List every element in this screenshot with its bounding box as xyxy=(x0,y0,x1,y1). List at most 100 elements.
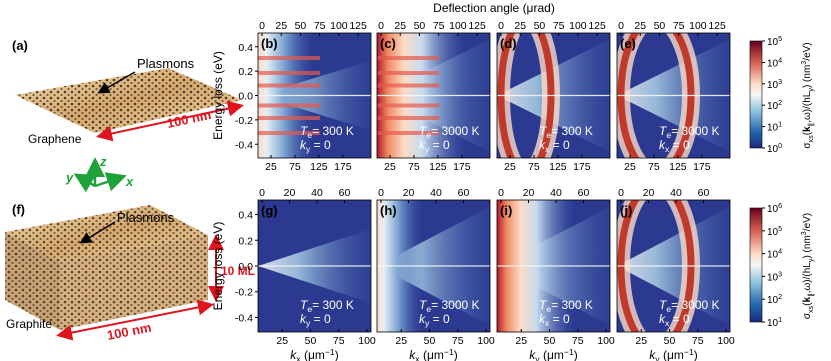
text-part: 10 xyxy=(767,37,779,48)
text-part: (μm xyxy=(301,348,325,361)
top-tick-label: 40 xyxy=(670,187,682,199)
text-part: e xyxy=(546,130,551,140)
top-tick-label: 50 xyxy=(654,20,666,32)
y-tick-label: -0.4 xyxy=(235,312,253,324)
top-tick-label: 40 xyxy=(311,187,323,199)
text-part: 10 xyxy=(767,101,779,112)
colorbar-tick-label: 100 xyxy=(767,141,782,155)
panel-label: (b) xyxy=(261,36,278,51)
bottom-tick-label: 75 xyxy=(333,335,345,347)
text-part: xs xyxy=(806,135,815,143)
y-axis-label: Energy loss (eV) xyxy=(211,222,225,311)
direction-label: ky = 0 xyxy=(419,138,450,154)
text-part: T xyxy=(539,124,548,138)
text-part: k xyxy=(649,348,656,361)
text-part: x xyxy=(545,144,550,154)
material-label: Graphite xyxy=(6,317,52,331)
bottom-tick-label: 75 xyxy=(572,335,584,347)
text-part: e xyxy=(426,304,431,314)
text-part: = 0 xyxy=(310,312,331,326)
text-part: = 3000 K xyxy=(671,124,719,138)
text-part: 10 xyxy=(767,80,779,91)
bottom-tick-label: 50 xyxy=(664,335,676,347)
text-part: k xyxy=(290,348,297,361)
axis-letter: x xyxy=(125,174,134,189)
text-part: T xyxy=(659,298,668,312)
text-part: = 3000 K xyxy=(671,298,719,312)
colorbar-tick-label: 105 xyxy=(767,224,782,238)
text-part: = 0 xyxy=(549,312,570,326)
panel-frame xyxy=(496,32,611,159)
direction-label: ky = 0 xyxy=(300,312,331,328)
bottom-tick-label: 25 xyxy=(265,161,277,173)
top-tick-label: 20 xyxy=(523,187,535,199)
text-part: k xyxy=(539,312,546,326)
text-part: k xyxy=(300,312,307,326)
top-tick-label: 20 xyxy=(403,187,415,199)
temperature-label: Te= 300 K xyxy=(300,298,354,314)
text-part: 3 xyxy=(799,231,808,235)
panel-label: (a) xyxy=(12,38,28,53)
text-part: 6 xyxy=(778,201,782,210)
colorbar xyxy=(749,40,763,149)
text-part: k xyxy=(529,348,536,361)
bottom-tick-label: 50 xyxy=(544,335,556,347)
top-tick-label: 40 xyxy=(550,187,562,199)
top-tick-label: 25 xyxy=(514,20,526,32)
bottom-tick-label: 175 xyxy=(334,161,352,173)
heatmap-band xyxy=(377,103,440,108)
bottom-tick-label: 175 xyxy=(693,161,711,173)
top-tick-label: 75 xyxy=(673,20,685,32)
text-part: = 3000 K xyxy=(431,298,479,312)
top-tick-label: 0 xyxy=(259,187,265,199)
text-part: y xyxy=(306,318,311,328)
heatmap-band xyxy=(377,56,440,60)
heatmap xyxy=(377,33,490,158)
y-tick-label: -0.4 xyxy=(235,139,253,151)
colorbar-tick-label: 104 xyxy=(767,247,782,261)
top-tick-label: 0 xyxy=(378,20,384,32)
direction-label: kx = 0 xyxy=(539,312,570,328)
heatmap-band xyxy=(377,116,440,120)
temperature-label: Te= 3000 K xyxy=(659,298,720,314)
text-part: y xyxy=(306,144,311,154)
text-part: −1 xyxy=(684,347,694,357)
bottom-tick-label: 75 xyxy=(289,161,301,173)
text-part: k xyxy=(419,312,426,326)
text-part: k xyxy=(409,348,416,361)
panel-label: (c) xyxy=(380,36,396,51)
text-part: x xyxy=(415,354,420,361)
bottom-tick-label: 50 xyxy=(305,335,317,347)
text-part: 2 xyxy=(778,98,782,107)
text-part: 2 xyxy=(778,292,782,301)
bottom-tick-label: 100 xyxy=(717,335,735,347)
heatmap-band xyxy=(377,131,440,135)
panel-label: (e) xyxy=(620,36,636,51)
text-part: 1 xyxy=(778,315,782,324)
top-tick-label: 20 xyxy=(643,187,655,199)
text-part: k xyxy=(802,126,813,132)
bottom-tick-label: 125 xyxy=(310,161,328,173)
temperature-label: Te= 3000 K xyxy=(419,298,480,314)
text-part: = 300 K xyxy=(551,124,593,138)
text-part: /eV) xyxy=(802,42,813,60)
temperature-label: Te= 3000 K xyxy=(659,124,720,140)
text-part: ∥ xyxy=(806,293,815,297)
heatmap-band xyxy=(258,56,321,60)
direction-label: kx = 0 xyxy=(659,312,690,328)
text-part: T xyxy=(300,298,309,312)
panel-label: (f) xyxy=(12,202,25,217)
heatmap-band xyxy=(258,103,321,108)
top-tick-label: 0 xyxy=(378,187,384,199)
text-part: = 300 K xyxy=(312,298,354,312)
bottom-tick-label: 125 xyxy=(549,161,567,173)
bottom-tick-label: 25 xyxy=(395,335,407,347)
text-part: ,ω)/(hL xyxy=(802,262,813,294)
direction-label: kx = 0 xyxy=(539,138,570,154)
colorbar xyxy=(749,207,763,323)
text-part: 10 xyxy=(767,123,779,134)
heatmap-band xyxy=(258,116,321,120)
text-part: e xyxy=(307,304,312,314)
text-part: (μm xyxy=(540,348,564,361)
heatmap xyxy=(377,200,490,332)
